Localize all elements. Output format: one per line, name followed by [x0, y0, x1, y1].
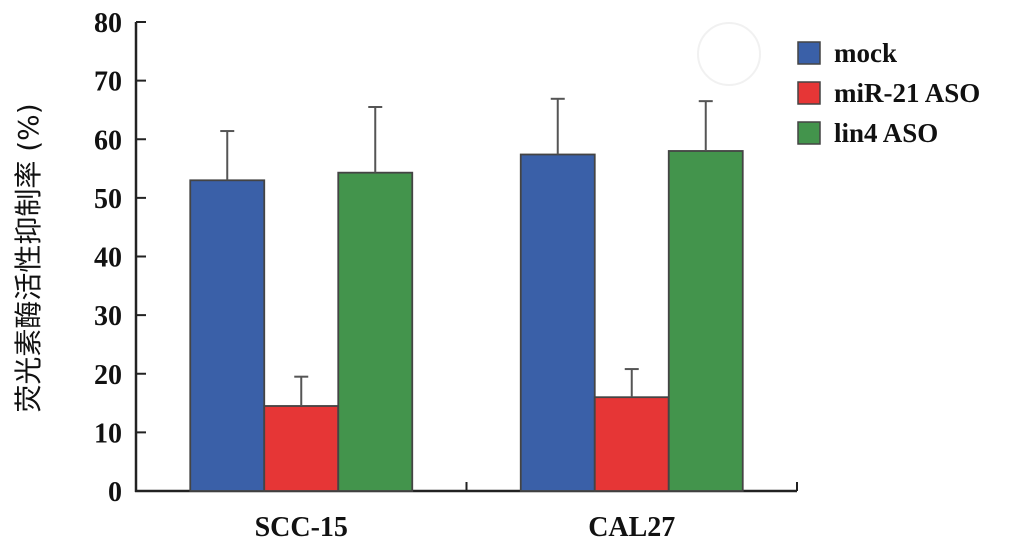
- bar-mock-scc-15: [189, 179, 266, 492]
- legend-swatch: [797, 81, 821, 105]
- legend-swatch: [797, 41, 821, 65]
- y-ticks: 0 10 20 30 40 50 60 70 80: [94, 8, 146, 508]
- y-tick-label: 40: [94, 243, 122, 274]
- x-category-label: CAL27: [588, 512, 675, 543]
- y-tick-label: 80: [94, 8, 122, 39]
- error-bars: [220, 97, 713, 406]
- y-tick-label: 10: [94, 418, 122, 449]
- x-category-label: SCC-15: [255, 512, 348, 543]
- legend-item: miR-21 ASO: [797, 78, 980, 108]
- legend-label: mock: [834, 38, 897, 68]
- bar-lin4-aso-scc-15: [337, 171, 414, 492]
- legend-item: mock: [797, 38, 897, 68]
- bar-lin4-aso-cal27: [667, 150, 744, 492]
- y-tick-label: 0: [108, 477, 122, 508]
- legend-item: lin4 ASO: [797, 118, 938, 148]
- y-tick-label: 50: [94, 184, 122, 215]
- bar-mir-21-aso-scc-15: [263, 405, 340, 492]
- y-tick-label: 60: [94, 125, 122, 156]
- watermark-seal: [697, 22, 761, 86]
- x-labels: SCC-15 CAL27: [255, 512, 676, 543]
- legend: mock miR-21 ASO lin4 ASO: [797, 38, 980, 148]
- legend-label: lin4 ASO: [834, 118, 938, 148]
- bar-mock-cal27: [519, 153, 596, 492]
- bar-mir-21-aso-cal27: [593, 396, 670, 492]
- y-tick-label: 30: [94, 301, 122, 332]
- y-tick-label: 20: [94, 360, 122, 391]
- legend-label: miR-21 ASO: [834, 78, 980, 108]
- legend-swatch: [797, 121, 821, 145]
- y-tick-label: 70: [94, 67, 122, 98]
- bars: [189, 150, 744, 492]
- y-axis-label: 荧光素酶活性抑制率 (%): [12, 103, 45, 412]
